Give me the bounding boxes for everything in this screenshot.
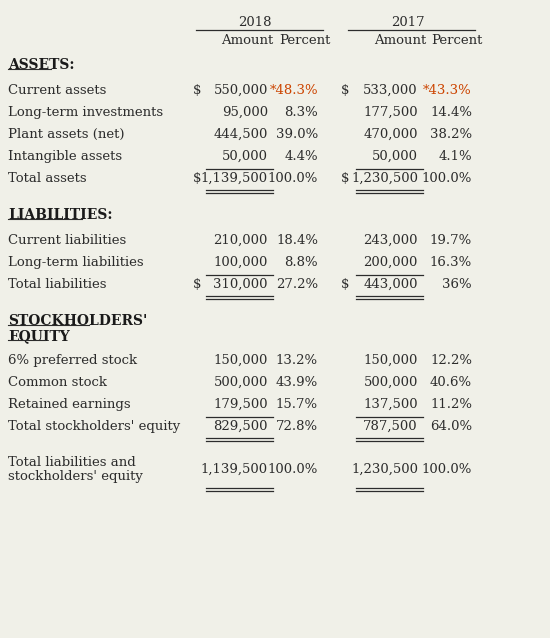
Text: 6% preferred stock: 6% preferred stock <box>8 354 137 367</box>
Text: 14.4%: 14.4% <box>430 106 472 119</box>
Text: 27.2%: 27.2% <box>276 278 318 291</box>
Text: Percent: Percent <box>279 34 331 47</box>
Text: Total assets: Total assets <box>8 172 87 185</box>
Text: *43.3%: *43.3% <box>424 84 472 97</box>
Text: 13.2%: 13.2% <box>276 354 318 367</box>
Text: *48.3%: *48.3% <box>270 84 318 97</box>
Text: 1,230,500: 1,230,500 <box>351 172 418 185</box>
Text: 72.8%: 72.8% <box>276 420 318 433</box>
Text: Long-term liabilities: Long-term liabilities <box>8 256 144 269</box>
Text: Total stockholders' equity: Total stockholders' equity <box>8 420 180 433</box>
Text: 533,000: 533,000 <box>364 84 418 97</box>
Text: 38.2%: 38.2% <box>430 128 472 141</box>
Text: 11.2%: 11.2% <box>430 398 472 411</box>
Text: 500,000: 500,000 <box>364 376 418 389</box>
Text: 100.0%: 100.0% <box>422 172 472 185</box>
Text: 443,000: 443,000 <box>364 278 418 291</box>
Text: $: $ <box>193 84 201 97</box>
Text: Amount: Amount <box>221 34 273 47</box>
Text: 2017: 2017 <box>391 16 425 29</box>
Text: $: $ <box>341 278 349 291</box>
Text: 829,500: 829,500 <box>213 420 268 433</box>
Text: 12.2%: 12.2% <box>430 354 472 367</box>
Text: 50,000: 50,000 <box>222 150 268 163</box>
Text: 470,000: 470,000 <box>364 128 418 141</box>
Text: $: $ <box>193 278 201 291</box>
Text: 310,000: 310,000 <box>213 278 268 291</box>
Text: STOCKHOLDERS': STOCKHOLDERS' <box>8 314 147 328</box>
Text: Total liabilities and: Total liabilities and <box>8 456 136 469</box>
Text: Amount: Amount <box>374 34 426 47</box>
Text: 100,000: 100,000 <box>213 256 268 269</box>
Text: 64.0%: 64.0% <box>430 420 472 433</box>
Text: Retained earnings: Retained earnings <box>8 398 131 411</box>
Text: 1,230,500: 1,230,500 <box>351 463 418 476</box>
Text: 15.7%: 15.7% <box>276 398 318 411</box>
Text: 137,500: 137,500 <box>364 398 418 411</box>
Text: Intangible assets: Intangible assets <box>8 150 122 163</box>
Text: 16.3%: 16.3% <box>430 256 472 269</box>
Text: 40.6%: 40.6% <box>430 376 472 389</box>
Text: 200,000: 200,000 <box>364 256 418 269</box>
Text: 177,500: 177,500 <box>364 106 418 119</box>
Text: EQUITY: EQUITY <box>8 329 70 343</box>
Text: stockholders' equity: stockholders' equity <box>8 470 143 483</box>
Text: 95,000: 95,000 <box>222 106 268 119</box>
Text: LIABILITIES:: LIABILITIES: <box>8 208 113 222</box>
Text: 550,000: 550,000 <box>213 84 268 97</box>
Text: 36%: 36% <box>442 278 472 291</box>
Text: 150,000: 150,000 <box>364 354 418 367</box>
Text: Long-term investments: Long-term investments <box>8 106 163 119</box>
Text: 19.7%: 19.7% <box>430 234 472 247</box>
Text: 2018: 2018 <box>238 16 272 29</box>
Text: 100.0%: 100.0% <box>422 463 472 476</box>
Text: 18.4%: 18.4% <box>276 234 318 247</box>
Text: 4.4%: 4.4% <box>284 150 318 163</box>
Text: 4.1%: 4.1% <box>438 150 472 163</box>
Text: Plant assets (net): Plant assets (net) <box>8 128 124 141</box>
Text: 179,500: 179,500 <box>213 398 268 411</box>
Text: Current liabilities: Current liabilities <box>8 234 127 247</box>
Text: 1,139,500: 1,139,500 <box>201 463 268 476</box>
Text: 50,000: 50,000 <box>372 150 418 163</box>
Text: 210,000: 210,000 <box>213 234 268 247</box>
Text: 8.8%: 8.8% <box>284 256 318 269</box>
Text: 444,500: 444,500 <box>213 128 268 141</box>
Text: $: $ <box>341 172 349 185</box>
Text: Percent: Percent <box>431 34 483 47</box>
Text: $: $ <box>193 172 201 185</box>
Text: 787,500: 787,500 <box>364 420 418 433</box>
Text: $: $ <box>341 84 349 97</box>
Text: 100.0%: 100.0% <box>268 172 318 185</box>
Text: 500,000: 500,000 <box>213 376 268 389</box>
Text: Common stock: Common stock <box>8 376 107 389</box>
Text: 243,000: 243,000 <box>364 234 418 247</box>
Text: Total liabilities: Total liabilities <box>8 278 107 291</box>
Text: 150,000: 150,000 <box>213 354 268 367</box>
Text: Current assets: Current assets <box>8 84 106 97</box>
Text: 39.0%: 39.0% <box>276 128 318 141</box>
Text: 8.3%: 8.3% <box>284 106 318 119</box>
Text: 43.9%: 43.9% <box>276 376 318 389</box>
Text: 100.0%: 100.0% <box>268 463 318 476</box>
Text: ASSETS:: ASSETS: <box>8 58 74 72</box>
Text: 1,139,500: 1,139,500 <box>201 172 268 185</box>
